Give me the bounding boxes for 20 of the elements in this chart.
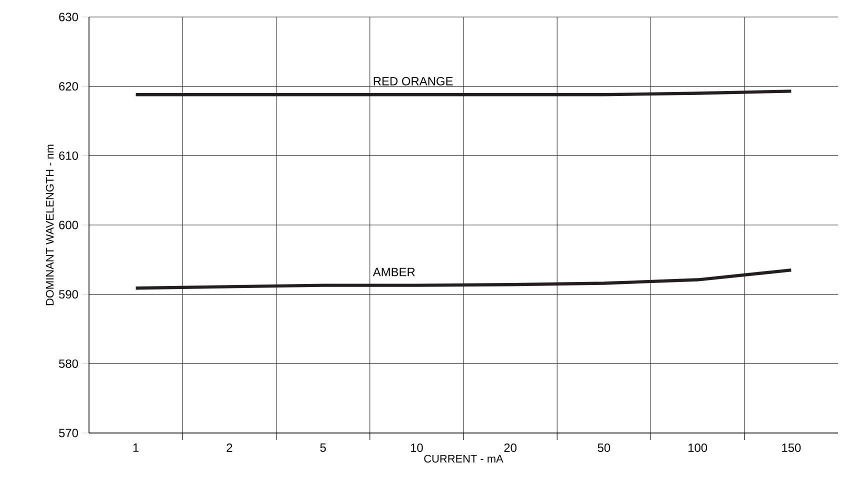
y-tick-label: 590 [59,290,78,299]
x-tick-label: 50 [598,444,610,452]
line-series [134,268,793,290]
x-tick-label: 2 [226,444,232,452]
x-tick-label: 5 [320,444,326,452]
annotation: RED ORANGE [374,76,453,86]
y-tick-label: 600 [59,220,78,230]
y-tick-label: 620 [59,82,78,91]
y-axis-title: DOMINANT WAVELENGTH - nm [46,144,54,306]
x-tick-label: 1 [133,444,139,452]
x-tick-label: 20 [504,444,517,452]
y-tick-label: 570 [59,428,78,438]
y-tick-label: 630 [59,12,78,22]
x-axis-title: CURRENT - mA [424,454,504,463]
annotation: AMBER [372,268,415,276]
x-tick-label: 150 [782,444,801,452]
y-tick-label: 610 [59,151,78,160]
x-tick-label: 10 [410,444,423,452]
x-tick-label: 100 [688,444,708,452]
y-tick-label: 580 [59,359,78,368]
